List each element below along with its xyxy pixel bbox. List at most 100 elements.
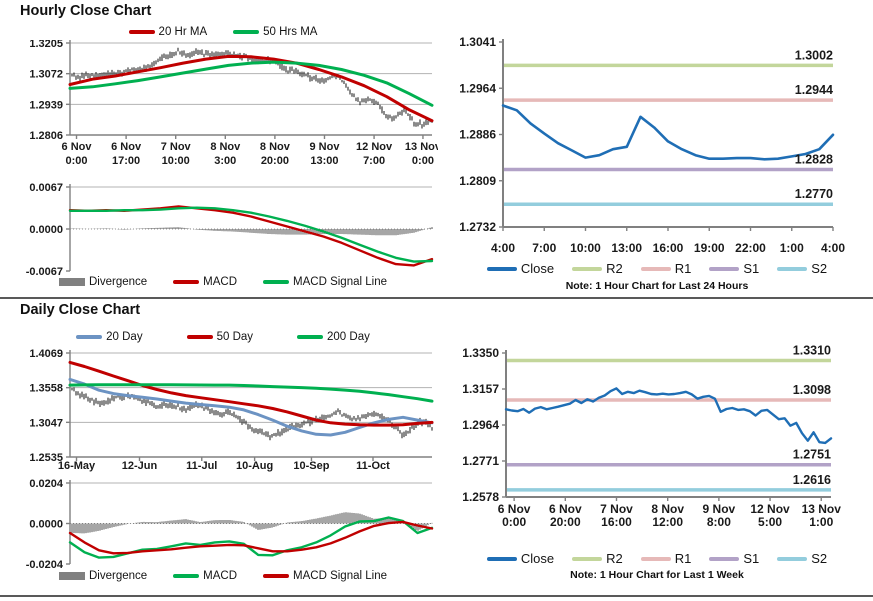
legend-item-r2: R2	[572, 551, 623, 566]
svg-text:6 Nov: 6 Nov	[111, 141, 142, 153]
svg-text:11-Jul: 11-Jul	[186, 460, 217, 472]
svg-text:16:00: 16:00	[653, 241, 684, 255]
line-swatch-icon	[233, 30, 260, 34]
daily-pivot-note: Note: 1 Hour Chart for Last 1 Week	[570, 569, 744, 581]
daily-pivot-legend: Close R2 R1 S1 S2	[444, 551, 870, 566]
section-divider	[0, 297, 873, 299]
svg-text:1.4069: 1.4069	[29, 348, 63, 360]
legend-item-20-day: 20 Day	[76, 331, 143, 343]
svg-text:10-Aug: 10-Aug	[236, 460, 273, 472]
svg-text:12-Jun: 12-Jun	[122, 460, 158, 472]
legend-item-close: Close	[486, 551, 554, 566]
svg-text:1.2964: 1.2964	[459, 81, 496, 95]
svg-text:1.3350: 1.3350	[462, 346, 499, 360]
legend-label: R1	[674, 261, 692, 276]
svg-text:1.2751: 1.2751	[793, 448, 831, 462]
svg-text:10:00: 10:00	[570, 241, 601, 255]
line-swatch-icon	[640, 556, 671, 561]
line-swatch-icon	[128, 30, 155, 34]
svg-text:1.2828: 1.2828	[795, 153, 833, 167]
line-swatch-icon	[486, 266, 517, 271]
line-swatch-icon	[486, 556, 517, 561]
legend-label: MACD Signal Line	[293, 276, 387, 288]
legend-item-macd: MACD	[173, 570, 237, 582]
svg-text:1.2732: 1.2732	[459, 220, 496, 234]
svg-text:22:00: 22:00	[735, 241, 766, 255]
svg-text:1.2771: 1.2771	[462, 454, 499, 468]
line-swatch-icon	[173, 574, 200, 578]
line-swatch-icon	[263, 280, 290, 284]
legend-item-50-hrs-ma: 50 Hrs MA	[233, 26, 317, 38]
svg-text:1.2944: 1.2944	[795, 83, 833, 97]
svg-text:20:00: 20:00	[261, 155, 289, 167]
svg-text:1.3002: 1.3002	[795, 48, 833, 62]
hourly-pivot-note: Note: 1 Hour Chart for Last 24 Hours	[565, 280, 749, 292]
svg-text:13:00: 13:00	[611, 241, 642, 255]
section-divider	[0, 595, 873, 597]
daily-section-title: Daily Close Chart	[20, 302, 141, 318]
legend-label: S1	[743, 261, 760, 276]
line-swatch-icon	[777, 556, 808, 561]
line-swatch-icon	[76, 335, 103, 339]
hourly-section-title: Hourly Close Chart	[20, 3, 152, 19]
svg-text:6 Nov: 6 Nov	[549, 502, 582, 516]
svg-text:4:00: 4:00	[491, 241, 515, 255]
svg-text:7 Nov: 7 Nov	[161, 141, 192, 153]
svg-text:8 Nov: 8 Nov	[210, 141, 241, 153]
svg-text:10-Sep: 10-Sep	[293, 460, 329, 472]
legend-item-divergence: Divergence	[58, 570, 148, 582]
svg-text:13 Nov: 13 Nov	[802, 502, 842, 516]
legend-item-macd-signal-line: MACD Signal Line	[263, 570, 387, 582]
svg-text:8 Nov: 8 Nov	[651, 502, 684, 516]
legend-label: Close	[520, 261, 555, 276]
legend-label: 50 Day	[216, 331, 254, 343]
legend-label: MACD	[203, 570, 238, 582]
legend-label: S2	[811, 551, 828, 566]
legend-item-divergence: Divergence	[58, 276, 148, 288]
svg-text:1.2886: 1.2886	[459, 128, 496, 142]
line-swatch-icon	[777, 266, 808, 271]
svg-text:1.2806: 1.2806	[29, 130, 63, 142]
svg-text:1.3205: 1.3205	[29, 40, 63, 50]
legend-item-macd-signal-line: MACD Signal Line	[263, 276, 387, 288]
svg-text:1.3047: 1.3047	[29, 417, 63, 429]
line-swatch-icon	[263, 574, 290, 578]
line-swatch-icon	[297, 335, 324, 339]
legend-label: S1	[743, 551, 760, 566]
svg-text:-0.0204: -0.0204	[26, 559, 64, 570]
svg-text:6 Nov: 6 Nov	[62, 141, 93, 153]
svg-text:1.3072: 1.3072	[29, 69, 63, 81]
legend-item-macd: MACD	[173, 276, 237, 288]
legend-label: 20 Hr MA	[158, 26, 208, 38]
svg-text:1.3098: 1.3098	[793, 383, 831, 397]
svg-text:5:00: 5:00	[758, 515, 782, 529]
legend-item-s2: S2	[777, 551, 827, 566]
svg-text:1.3558: 1.3558	[29, 383, 63, 395]
line-swatch-icon	[572, 266, 603, 271]
line-swatch-icon	[173, 280, 200, 284]
svg-text:0.0204: 0.0204	[29, 478, 64, 490]
legend-label: R2	[606, 261, 623, 276]
legend-item-r1: R1	[640, 551, 691, 566]
line-swatch-icon	[709, 556, 740, 561]
svg-text:1.3041: 1.3041	[459, 35, 496, 49]
svg-text:20:00: 20:00	[550, 515, 581, 529]
legend-label: 50 Hrs MA	[263, 26, 318, 38]
legend-item-s1: S1	[709, 551, 759, 566]
legend-label: R2	[606, 551, 623, 566]
legend-item-r1: R1	[640, 261, 692, 276]
legend-item-r2: R2	[572, 261, 623, 276]
hourly-pivot-legend: Close R2 R1 S1 S2	[444, 261, 870, 276]
svg-text:1:00: 1:00	[780, 241, 804, 255]
svg-text:1:00: 1:00	[809, 515, 833, 529]
legend-item-20-hr-ma: 20 Hr MA	[128, 26, 208, 38]
legend-label: MACD	[203, 276, 238, 288]
svg-text:7:00: 7:00	[532, 241, 556, 255]
svg-text:12 Nov: 12 Nov	[750, 502, 790, 516]
legend-label: Divergence	[88, 276, 148, 288]
legend-label: Divergence	[88, 570, 148, 582]
daily-price-legend: 20 Day 50 Day 200 Day	[8, 331, 438, 343]
svg-text:0.0000: 0.0000	[29, 224, 63, 236]
